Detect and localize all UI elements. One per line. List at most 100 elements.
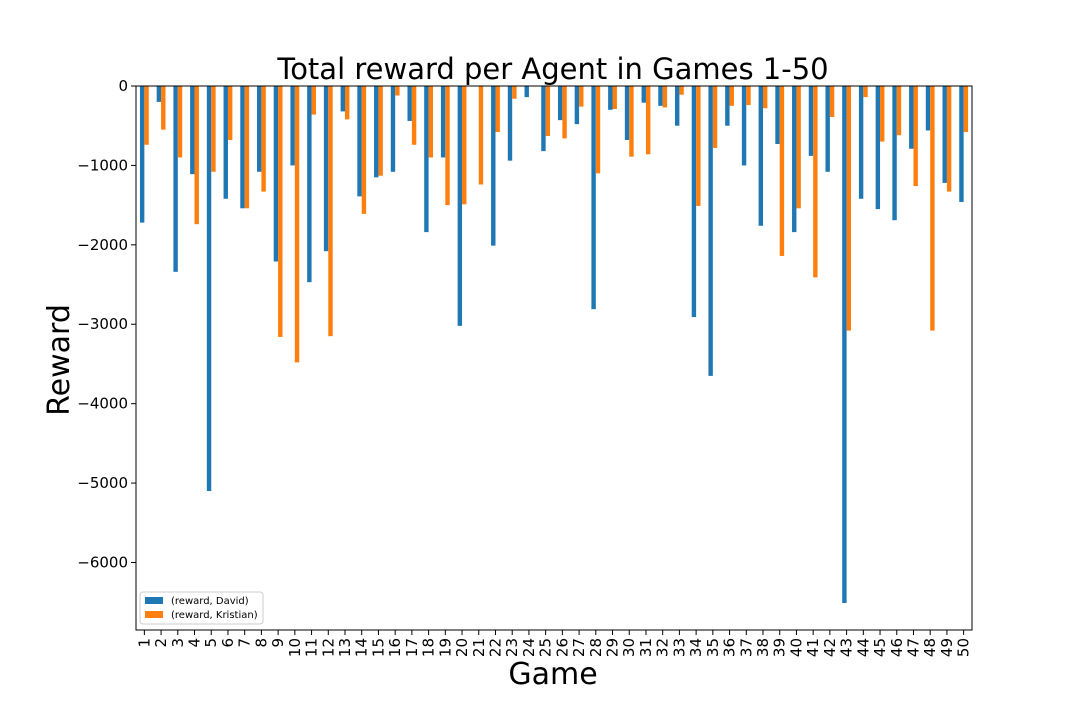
bar-kristian-game-35 <box>712 86 718 148</box>
x-tick-label: 14 <box>353 638 371 657</box>
bar-david-game-49 <box>942 86 947 183</box>
bar-david-game-20 <box>457 86 463 326</box>
bar-david-game-22 <box>491 86 496 246</box>
bar-david-game-13 <box>340 86 345 112</box>
bar-kristian-game-15 <box>378 86 383 176</box>
bar-kristian-game-26 <box>562 86 567 139</box>
bar-david-game-16 <box>390 86 396 172</box>
bar-kristian-game-4 <box>194 86 199 225</box>
x-tick-label: 30 <box>620 638 638 657</box>
bar-kristian-game-25 <box>545 86 551 137</box>
bar-kristian-game-33 <box>679 86 684 95</box>
x-tick-label: 5 <box>202 638 220 648</box>
bar-kristian-game-40 <box>796 86 801 209</box>
legend-box <box>139 591 264 625</box>
bar-david-game-45 <box>875 86 881 210</box>
bar-kristian-game-37 <box>746 86 751 106</box>
bar-david-game-25 <box>541 86 546 152</box>
bar-kristian-game-42 <box>829 86 835 117</box>
bar-kristian-game-41 <box>813 86 818 278</box>
bar-kristian-game-38 <box>763 86 768 109</box>
plot-frame <box>135 85 973 631</box>
x-axis: 1234567891011121314151617181920212223242… <box>135 630 973 657</box>
bar-kristian-game-5 <box>211 86 216 172</box>
bar-kristian-game-18 <box>428 86 433 158</box>
y-tick-label: −2000 <box>77 236 128 254</box>
bar-david-game-17 <box>407 86 412 121</box>
x-tick-label: 35 <box>704 638 722 657</box>
y-tick-label: 0 <box>118 77 128 95</box>
bar-david-game-35 <box>708 86 713 376</box>
bar-kristian-game-29 <box>612 86 617 110</box>
bar-kristian-game-10 <box>294 86 300 363</box>
x-tick-label: 33 <box>670 638 688 657</box>
bar-kristian-game-32 <box>662 86 668 108</box>
x-tick-label: 6 <box>219 638 237 648</box>
x-tick-label: 27 <box>570 638 588 657</box>
bar-david-game-4 <box>190 86 195 175</box>
bar-david-game-9 <box>273 86 279 262</box>
bar-kristian-game-49 <box>946 86 952 192</box>
x-tick-label: 20 <box>453 638 471 657</box>
x-tick-label: 1 <box>135 638 153 648</box>
bar-kristian-game-9 <box>278 86 283 337</box>
legend: (reward, David) (reward, Kristian) <box>139 591 264 625</box>
bar-kristian-game-1 <box>144 86 149 145</box>
bar-david-game-39 <box>775 86 780 144</box>
bar-david-game-23 <box>507 86 513 161</box>
bar-david-game-19 <box>440 86 446 158</box>
bar-david-game-37 <box>741 86 747 166</box>
bar-david-game-28 <box>591 86 596 310</box>
bar-david-game-7 <box>240 86 245 209</box>
bar-david-game-10 <box>290 86 295 166</box>
x-tick-label: 10 <box>286 638 304 657</box>
x-tick-label: 45 <box>871 638 889 657</box>
bar-kristian-game-31 <box>645 86 651 155</box>
bar-david-game-47 <box>909 86 914 149</box>
x-tick-label: 13 <box>336 638 354 657</box>
bar-david-game-6 <box>223 86 228 199</box>
x-tick-label: 17 <box>403 638 421 657</box>
y-tick-label: −3000 <box>77 315 128 333</box>
bar-david-game-34 <box>691 86 697 318</box>
bar-kristian-game-36 <box>729 86 734 106</box>
bar-kristian-game-20 <box>462 86 467 205</box>
bar-kristian-game-23 <box>512 86 517 99</box>
bars-group <box>139 86 969 603</box>
bar-david-game-48 <box>925 86 931 131</box>
bar-kristian-game-48 <box>930 86 935 331</box>
bar-kristian-game-39 <box>779 86 785 256</box>
x-tick-label: 29 <box>604 638 622 657</box>
x-tick-label: 3 <box>169 638 187 648</box>
x-tick-label: 34 <box>687 638 705 657</box>
bar-kristian-game-2 <box>161 86 166 130</box>
x-tick-label: 12 <box>319 638 337 657</box>
x-tick-label: 26 <box>553 638 571 657</box>
bar-david-game-29 <box>608 86 613 110</box>
bar-david-game-24 <box>524 86 529 98</box>
bar-kristian-game-17 <box>411 86 417 145</box>
bar-kristian-game-50 <box>963 86 969 133</box>
bar-david-game-31 <box>641 86 646 103</box>
x-tick-label: 46 <box>888 638 906 657</box>
bar-david-game-3 <box>173 86 178 272</box>
bar-david-game-14 <box>357 86 362 197</box>
x-tick-label: 49 <box>938 638 956 657</box>
bar-david-game-30 <box>624 86 630 140</box>
y-axis: 0 −1000 −2000 −3000 −4000 −5000 −6000 <box>77 77 136 571</box>
bar-david-game-42 <box>825 86 830 172</box>
bar-kristian-game-44 <box>863 86 868 98</box>
x-tick-label: 50 <box>955 638 973 657</box>
y-tick-label: −6000 <box>77 553 128 571</box>
x-tick-label: 22 <box>486 638 504 657</box>
legend-swatch-kristian <box>145 611 163 618</box>
bar-david-game-43 <box>842 86 847 603</box>
x-tick-label: 19 <box>436 638 454 657</box>
legend-label-david: (reward, David) <box>171 596 249 607</box>
bar-david-game-12 <box>323 86 329 252</box>
bar-david-game-32 <box>658 86 663 106</box>
x-tick-label: 42 <box>821 638 839 657</box>
x-tick-label: 2 <box>152 638 170 648</box>
x-tick-label: 48 <box>921 638 939 657</box>
y-tick-label: −5000 <box>77 474 128 492</box>
